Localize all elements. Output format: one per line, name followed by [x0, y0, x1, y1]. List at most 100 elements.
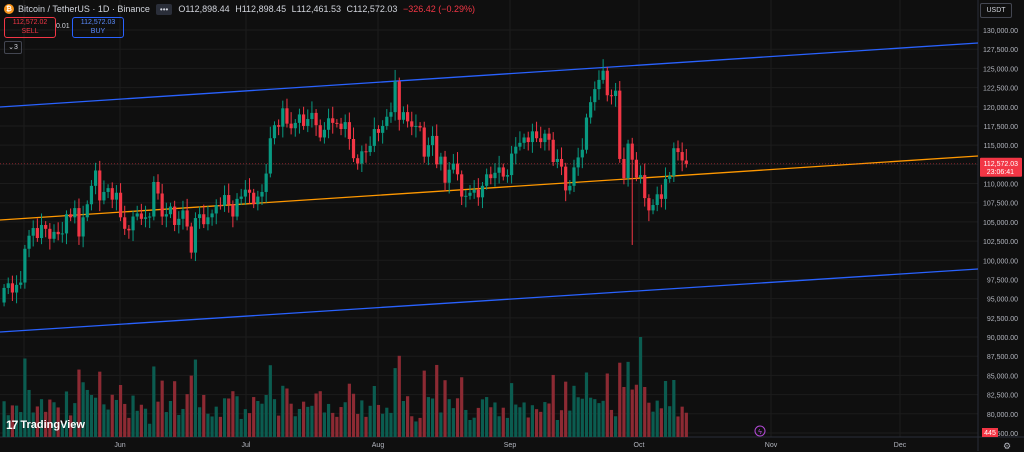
candle-body [622, 158, 626, 179]
candle [206, 205, 210, 231]
candle [368, 136, 372, 156]
candle [335, 119, 339, 128]
candle [168, 202, 173, 219]
candle-body [397, 81, 401, 120]
volume-bar [351, 393, 356, 437]
price-tick-label: 105,000.00 [983, 220, 1018, 227]
volume-bar [297, 408, 302, 437]
candle-body [651, 205, 655, 211]
sell-button[interactable]: 112,572.02 SELL [4, 17, 56, 38]
volume-bar [123, 403, 127, 437]
candle-body [156, 181, 160, 194]
volume-bar [501, 407, 505, 437]
volume-bar [81, 382, 85, 437]
candle [118, 183, 123, 222]
candle [406, 104, 410, 128]
candle-body [439, 156, 443, 165]
volume-bar [526, 417, 530, 437]
candle-body [227, 195, 231, 205]
time-tick-label: Jul [242, 442, 251, 449]
volume-bar [672, 380, 676, 437]
more-button[interactable]: ••• [155, 3, 173, 15]
volume-bar [643, 387, 647, 437]
candle-body [210, 213, 214, 218]
volume-bar [389, 412, 393, 437]
buy-button[interactable]: 112,572.03 BUY [72, 17, 124, 38]
candle-body [522, 137, 526, 143]
candle-body [680, 152, 684, 161]
volume-bar [605, 373, 609, 437]
candle [285, 98, 289, 128]
candle [214, 199, 218, 225]
volume-bar [210, 416, 214, 437]
candle-body [518, 142, 522, 147]
candle-body [364, 151, 368, 153]
candle [572, 159, 576, 192]
volume-bar [285, 388, 289, 437]
candle [480, 181, 485, 209]
candle-body [52, 231, 56, 239]
candle [551, 132, 555, 166]
volume-bar [44, 411, 48, 437]
candle-body [127, 228, 131, 231]
candle-body [98, 170, 102, 201]
candle-body [601, 70, 605, 80]
candle [576, 147, 580, 176]
price-tick-label: 82,500.00 [987, 393, 1018, 400]
volume-bar [510, 383, 514, 437]
candle [435, 124, 439, 169]
candle-body [663, 178, 668, 199]
candle [52, 224, 56, 243]
candle-body [605, 70, 609, 96]
indicators-toggle[interactable]: ⌄3 [4, 41, 22, 54]
candle-body [414, 125, 418, 127]
volume-bar [356, 413, 360, 437]
volume-bar [127, 417, 131, 437]
settings-icon[interactable]: ⚙ [1003, 441, 1012, 451]
candle-body [551, 139, 555, 163]
candle [152, 176, 156, 221]
candle [222, 185, 227, 212]
candle [401, 106, 406, 124]
volume-bar [659, 408, 663, 437]
currency-button[interactable]: USDT [980, 3, 1012, 18]
candle-body [584, 117, 589, 150]
candle-body [356, 158, 360, 164]
candle-body [189, 226, 193, 253]
sell-price: 112,572.02 [12, 19, 48, 26]
price-tick-label: 102,500.00 [983, 239, 1018, 246]
candle [185, 198, 189, 231]
candle [397, 77, 401, 131]
volume-bar [118, 385, 123, 437]
candle [272, 121, 277, 145]
volume-bar [339, 407, 343, 437]
volume-bar [10, 405, 14, 437]
volume-bar [638, 337, 643, 437]
candle-body [173, 206, 177, 225]
candle [302, 106, 306, 130]
candle [522, 133, 526, 149]
volume-bar [239, 418, 243, 437]
candle [584, 113, 589, 154]
price-tick-label: 85,000.00 [987, 373, 1018, 380]
candle [198, 206, 202, 229]
candle-body [347, 122, 351, 140]
volume-bar [534, 409, 539, 437]
candle-body [360, 151, 364, 164]
symbol-title[interactable]: Bitcoin / TetherUS · 1D · Binance [18, 4, 150, 14]
candle [110, 182, 114, 209]
candle [614, 82, 618, 107]
candle [252, 188, 256, 209]
candle [510, 145, 514, 184]
candle-body [23, 248, 27, 283]
price-tick-label: 77,500.00 [987, 431, 1018, 438]
candle [77, 198, 81, 245]
volume-bar [193, 359, 198, 437]
candle-body [181, 210, 185, 219]
volume-bar [252, 397, 256, 437]
candle [372, 117, 376, 153]
volume-bar [360, 400, 364, 437]
candle [485, 168, 489, 190]
